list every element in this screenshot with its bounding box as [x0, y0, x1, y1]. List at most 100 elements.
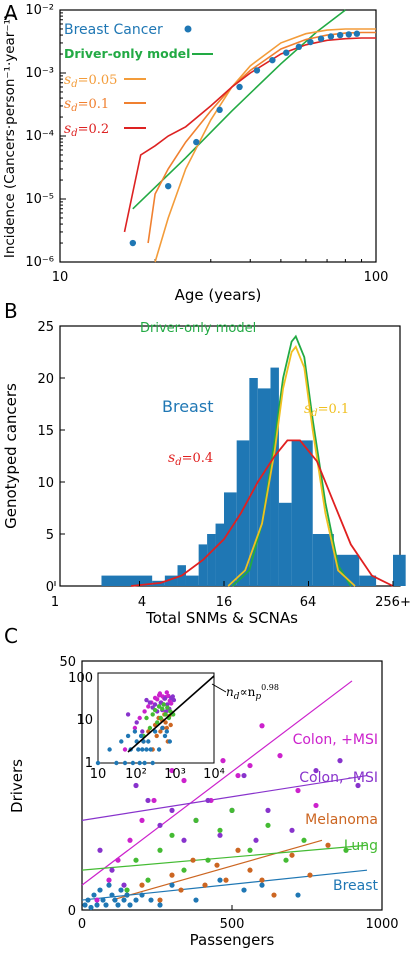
c-point-colon-msi [106, 877, 112, 883]
c-point-melanoma [139, 882, 145, 888]
inset-point-breast [130, 760, 136, 766]
inset-point-lung [158, 715, 163, 721]
b-bar [270, 367, 279, 586]
a-point-breast [307, 38, 314, 46]
c-xlabel: Passengers [190, 931, 275, 949]
c-point-melanoma [223, 877, 229, 883]
c-point-colon-msi [139, 817, 145, 823]
a-series-line-s-d-0-1 [147, 31, 376, 244]
c-point-lung [229, 807, 235, 814]
b-bar [207, 534, 216, 586]
c-point-breast [82, 902, 88, 908]
a-ylabel: Incidence (Cancers·person⁻¹·year⁻¹) [2, 14, 18, 258]
b-bar [359, 575, 377, 586]
inset-point-colon-msi [157, 691, 163, 696]
c-point-breast [88, 904, 94, 911]
c-point-breast [193, 897, 199, 903]
b-xtick-1: 1 [51, 595, 59, 610]
a-point-breast [336, 31, 344, 39]
inset-point-lung [155, 720, 160, 725]
c-point-lung [265, 822, 271, 828]
c-point-breast [133, 897, 139, 903]
b-xlabel: Total SNMs & SCNAs [145, 609, 298, 627]
inset-point-breast [125, 733, 131, 739]
a-legend-breast: Breast Cancer [64, 22, 163, 38]
b-bar [257, 388, 271, 586]
a-legend-sd005: sd=0.05 [64, 72, 117, 90]
inset-point-colon-msi [155, 697, 160, 702]
inset-point-breast [137, 760, 142, 766]
a-point-breast [193, 138, 200, 146]
a-ytick-1e-5: 10⁻⁵ [25, 192, 54, 207]
inset-point-colon-msi [164, 690, 169, 695]
c-point-lung [205, 857, 211, 863]
c-label-lung: Lung [344, 838, 378, 854]
c-point-melanoma [325, 842, 331, 848]
a-point-breast [353, 30, 361, 37]
c-point-colon-msi [181, 837, 187, 843]
inset-point-melanoma [163, 720, 168, 725]
c-point-breast [103, 902, 109, 908]
b-series-line-s-d-0-4 [131, 439, 394, 587]
inset-point-breast [146, 739, 151, 744]
inset-point-lung [168, 709, 173, 714]
inset-point-colon-msi [169, 701, 174, 706]
c-fit-colon-msi [81, 680, 353, 886]
c-point-breast [124, 892, 130, 898]
c-point-breast [100, 897, 106, 903]
c-point-breast [295, 892, 301, 898]
c-point-colon-msi [151, 797, 157, 804]
c-point-breast [109, 892, 115, 898]
inset-point-lung [147, 725, 153, 731]
inset-point-breast [95, 760, 101, 766]
c-point-melanoma [271, 892, 277, 898]
inset-point-colon-msi [134, 720, 139, 725]
c-point-breast [97, 887, 103, 893]
b-xtick-256: 256+ [375, 595, 411, 610]
c-point-breast [112, 897, 118, 903]
inset-point-breast [136, 747, 141, 752]
c-point-lung [133, 857, 139, 863]
b-ytick-25: 25 [37, 320, 54, 335]
a-legend-sd02: sd=0.2 [64, 121, 109, 139]
inset-point-colon-msi [132, 725, 138, 731]
c-point-colon-msi [205, 797, 211, 804]
c-point-melanoma [307, 872, 313, 878]
b-series-line-s-d-0-1 [227, 345, 356, 587]
c-point-colon-msi [289, 827, 295, 833]
c-point-lung [157, 847, 163, 853]
panel-b-bars [101, 367, 406, 586]
b-bar [164, 575, 178, 586]
c-point-colon-msi [355, 782, 361, 789]
inset-point-breast [167, 739, 172, 744]
c-label-melanoma: Melanoma [305, 812, 378, 828]
c-ylabel: Drivers [8, 759, 26, 813]
c-point-melanoma [190, 857, 196, 863]
inset-frame [97, 672, 215, 764]
c-point-lung [145, 877, 151, 883]
b-xtick-4: 4 [138, 595, 146, 610]
c-point-lung [301, 837, 307, 843]
panel-c-label: C [4, 624, 18, 648]
b-bar [236, 440, 250, 586]
c-point-colon-msi [169, 807, 175, 814]
a-ytick-1e-6: 10⁻⁶ [25, 255, 54, 270]
c-point-colon-msi [241, 772, 247, 779]
c-point-colon-msi [235, 772, 241, 779]
c-label-colon-msi-plus: Colon, +MSI [293, 732, 378, 748]
b-bar [101, 575, 153, 586]
inset-point-breast [148, 747, 153, 752]
c-point-colon-msi [97, 847, 103, 853]
b-ann-sd04: sd=0.4 [168, 450, 213, 468]
inset-point-lung [165, 705, 170, 710]
c-point-breast [217, 877, 223, 883]
inset-point-colon-msi [144, 697, 149, 703]
inset-ytick-1: 1 [85, 756, 93, 771]
inset-point-breast [142, 760, 147, 766]
b-xtick-16: 16 [216, 595, 233, 610]
panel-c-ticks [81, 660, 383, 911]
inset-point-breast [150, 760, 155, 766]
a-ytick-1e-2: 10⁻² [25, 3, 54, 18]
inset-point-colon-msi [140, 729, 145, 734]
a-series-line-s-d-0-05 [154, 28, 376, 263]
